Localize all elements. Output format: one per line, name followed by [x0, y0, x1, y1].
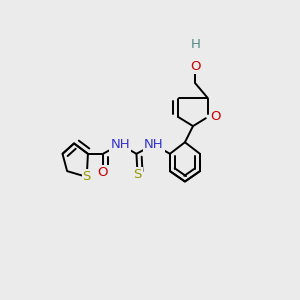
- Text: NH: NH: [110, 138, 130, 151]
- Text: O: O: [210, 110, 220, 123]
- Text: H: H: [190, 38, 200, 51]
- Text: NH: NH: [144, 138, 164, 151]
- Text: O: O: [98, 166, 108, 179]
- Text: S: S: [82, 170, 91, 183]
- Text: O: O: [190, 59, 201, 73]
- Text: S: S: [134, 168, 142, 181]
